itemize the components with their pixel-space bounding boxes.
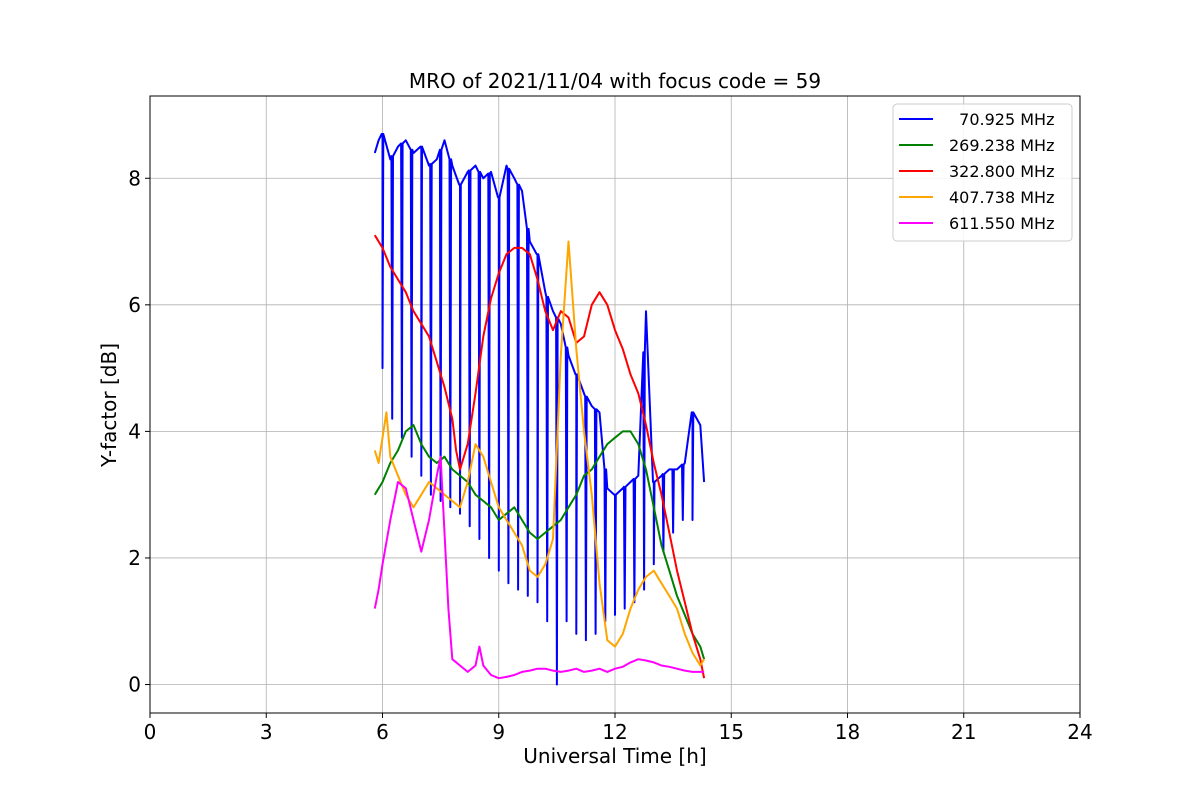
series-line-3 — [373, 240, 705, 667]
legend: 70.925 MHz 269.238 MHz 322.800 MHz 407.738 … — [892, 103, 1073, 242]
legend-label-4: 611.550 MHz — [949, 214, 1054, 233]
x-tick-label: 18 — [835, 720, 860, 744]
y-tick-label: 4 — [128, 419, 141, 443]
x-tick-label: 21 — [951, 720, 976, 744]
legend-label-1: 269.238 MHz — [949, 136, 1054, 155]
x-tick-label: 3 — [260, 720, 273, 744]
y-tick-label: 0 — [128, 673, 141, 697]
x-tick-label: 9 — [492, 720, 505, 744]
legend-label-0: 70.925 MHz — [949, 110, 1054, 129]
series-lines — [373, 133, 706, 686]
legend-label-2: 322.800 MHz — [949, 162, 1054, 181]
y-tick-label: 2 — [128, 546, 141, 570]
x-axis-label: Universal Time [h] — [523, 744, 706, 768]
series-line-1 — [373, 424, 706, 660]
plot-area — [373, 133, 706, 686]
series-line-0 — [373, 133, 706, 686]
y-axis-label: Y-factor [dB] — [97, 343, 121, 468]
legend-frame — [892, 103, 1073, 242]
y-tick-label: 6 — [128, 293, 141, 317]
legend-label-3: 407.738 MHz — [949, 188, 1054, 207]
series-line-2 — [373, 234, 706, 679]
series-line-4 — [373, 455, 705, 680]
x-tick-label: 0 — [144, 720, 157, 744]
y-tick-label: 8 — [128, 166, 141, 190]
x-tick-label: 24 — [1067, 720, 1092, 744]
x-tick-label: 15 — [719, 720, 744, 744]
x-tick-label: 6 — [376, 720, 389, 744]
chart-title: MRO of 2021/11/04 with focus code = 59 — [409, 69, 821, 93]
x-tick-label: 12 — [602, 720, 627, 744]
